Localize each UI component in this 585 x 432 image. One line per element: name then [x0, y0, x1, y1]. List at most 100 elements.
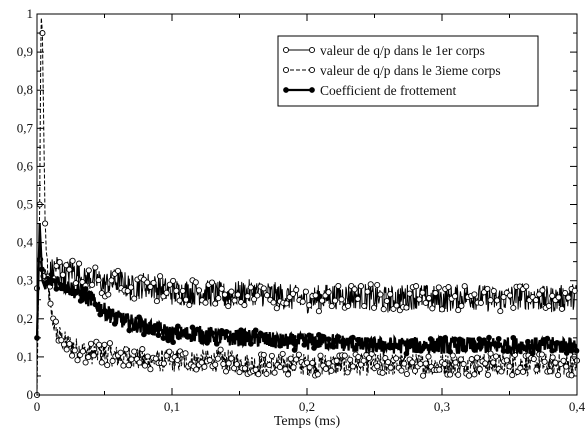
data-point — [251, 296, 258, 303]
data-point — [306, 302, 313, 309]
data-point — [182, 350, 189, 357]
data-point — [435, 284, 442, 291]
data-point — [344, 369, 351, 376]
data-point — [241, 365, 248, 372]
data-point — [494, 297, 501, 304]
data-point — [175, 323, 181, 330]
legend-marker — [309, 87, 315, 93]
data-point — [111, 320, 118, 327]
data-point — [66, 266, 73, 273]
data-point — [354, 295, 361, 302]
data-point — [96, 341, 103, 348]
data-point — [222, 368, 230, 375]
y-tick-label: 0,7 — [17, 120, 34, 135]
series-line — [35, 223, 579, 357]
data-point — [325, 336, 332, 343]
data-point — [411, 367, 419, 374]
data-point — [301, 341, 308, 348]
x-tick-label: 0,1 — [164, 399, 180, 414]
data-point — [403, 350, 410, 357]
data-point — [255, 371, 262, 378]
data-point — [82, 359, 89, 366]
data-point — [466, 337, 473, 344]
data-point — [233, 333, 240, 340]
data-point — [484, 371, 491, 378]
data-point — [364, 288, 371, 295]
data-point — [136, 359, 143, 366]
data-point — [530, 355, 537, 363]
y-tick-label: 0 — [27, 387, 34, 402]
data-point — [285, 371, 292, 378]
data-point — [500, 293, 507, 301]
data-point — [544, 335, 551, 342]
data-point — [123, 346, 130, 353]
data-point — [398, 339, 405, 345]
data-point — [176, 297, 183, 304]
data-point — [438, 306, 446, 313]
data-point — [89, 281, 96, 288]
data-point — [287, 355, 294, 362]
data-point — [218, 285, 225, 292]
data-point — [71, 347, 78, 354]
data-point — [374, 342, 381, 349]
data-point — [555, 372, 562, 379]
data-point — [374, 281, 381, 289]
data-point — [383, 297, 390, 305]
data-point — [166, 281, 173, 288]
data-point — [116, 312, 123, 318]
data-point — [490, 359, 497, 366]
y-tick-label: 0,8 — [17, 82, 33, 97]
data-point — [107, 308, 113, 315]
data-point — [312, 292, 319, 299]
data-point — [244, 293, 251, 300]
data-point — [393, 355, 400, 362]
data-point — [393, 302, 400, 309]
data-point — [447, 348, 453, 355]
data-point — [559, 341, 565, 347]
data-point — [296, 333, 303, 340]
data-point — [360, 357, 367, 364]
data-point — [519, 368, 527, 375]
data-point — [214, 355, 221, 362]
data-point — [263, 292, 271, 299]
data-point — [268, 352, 275, 359]
data-point — [228, 355, 235, 362]
data-point — [384, 359, 392, 366]
data-point — [500, 348, 507, 354]
data-point — [432, 289, 439, 297]
data-point — [101, 341, 108, 348]
data-point — [291, 347, 298, 353]
data-point — [52, 318, 59, 325]
data-point — [127, 284, 135, 291]
data-point — [314, 371, 321, 378]
data-point — [330, 343, 337, 350]
data-point — [106, 340, 113, 347]
data-point — [345, 338, 351, 344]
data-point — [69, 352, 76, 359]
data-point — [344, 302, 352, 310]
data-point — [545, 302, 552, 309]
data-point — [367, 281, 374, 288]
data-point — [357, 283, 365, 290]
data-point — [117, 349, 124, 356]
data-point — [552, 359, 559, 366]
data-point — [128, 356, 135, 363]
legend-marker — [308, 46, 316, 54]
data-point — [87, 290, 94, 297]
data-point — [165, 337, 172, 344]
legend-marker — [283, 87, 289, 93]
data-point — [471, 371, 478, 378]
data-point — [317, 352, 324, 359]
data-point — [92, 301, 99, 308]
data-point — [549, 292, 556, 299]
data-point — [506, 292, 514, 299]
data-point — [282, 338, 288, 345]
data-point — [97, 311, 104, 318]
data-point — [260, 351, 267, 358]
data-point — [455, 371, 462, 378]
data-point — [429, 305, 436, 312]
data-point — [546, 368, 554, 375]
data-point — [452, 336, 458, 343]
data-point — [53, 262, 60, 269]
data-point — [126, 327, 133, 334]
